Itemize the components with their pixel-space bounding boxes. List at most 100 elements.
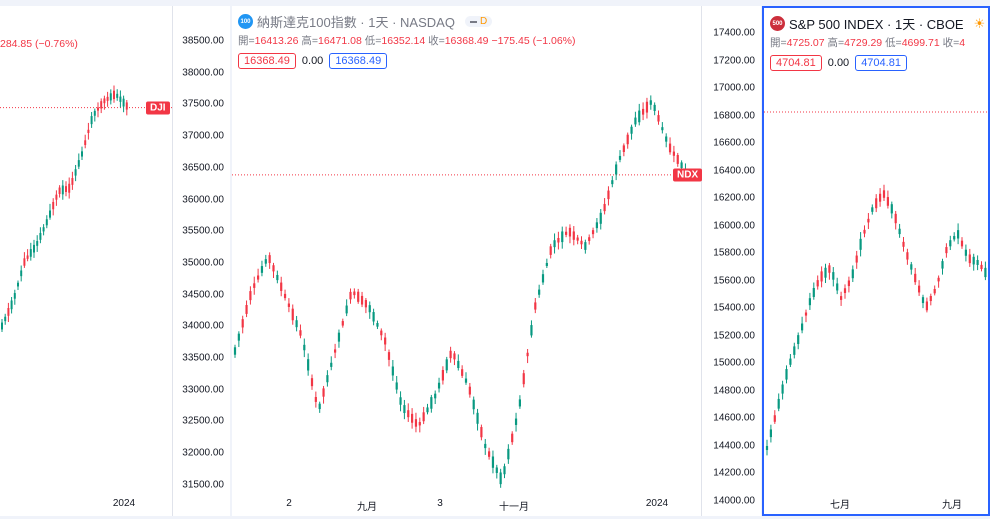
candle-body	[303, 344, 306, 351]
candle-body	[241, 319, 244, 328]
ohlc-values: 開=16413.26 高=16471.08 低=16352.14 收=16368…	[238, 35, 576, 47]
candle-body	[36, 241, 39, 246]
candle-body	[545, 262, 548, 266]
candle-body	[804, 312, 808, 316]
price-axis-border	[701, 6, 702, 516]
candle-body	[97, 107, 99, 111]
candle-body	[503, 466, 506, 475]
symbol-title[interactable]: 納斯達克100指數 · 1天 · NASDAQ	[257, 15, 455, 30]
price-tick-label: 34000.00	[182, 320, 224, 332]
candle-body	[326, 375, 329, 383]
candle-body	[49, 210, 51, 218]
candle-body	[781, 384, 784, 394]
price-axis-ndx[interactable]: 17400.00 17200.00 17000.00 16800.00 16600.00…	[701, 6, 761, 507]
candle-body	[418, 421, 421, 426]
candle-body	[933, 288, 936, 294]
time-axis-ndx[interactable]: 2 九月 3 十一月 2024	[232, 494, 701, 516]
candle-body	[299, 330, 302, 336]
price-tick-label: 17400.00	[713, 27, 755, 39]
candle-body	[257, 275, 260, 280]
candle-body	[357, 291, 360, 302]
candles-spx[interactable]	[764, 8, 990, 494]
candle-body	[765, 445, 769, 451]
price-tick-label: 33500.00	[182, 352, 224, 364]
candle-body	[55, 194, 58, 200]
candle-body	[665, 136, 668, 142]
candle-body	[572, 231, 575, 240]
candle-body	[384, 337, 387, 345]
candles-ndx[interactable]	[232, 6, 701, 494]
candles-dji[interactable]	[0, 6, 172, 494]
candle-body	[253, 283, 256, 288]
candle-body	[538, 289, 541, 295]
candle-body	[980, 264, 983, 270]
chart-pane-spx[interactable]: 500 S&P 500 INDEX · 1天 · CBOE ☀ 開=4725.0…	[762, 6, 990, 516]
candle-body	[898, 228, 901, 235]
price-tick-label: 35000.00	[182, 257, 224, 269]
time-axis-dji[interactable]: 2024	[0, 494, 172, 516]
candle-body	[785, 369, 788, 380]
price-tick-label: 17200.00	[713, 55, 755, 66]
candle-body	[45, 219, 48, 226]
price-tick-label: 36500.00	[182, 162, 224, 174]
candle-body	[925, 301, 928, 311]
buy-button[interactable]: 4704.81	[855, 55, 907, 71]
buy-button[interactable]: 16368.49	[329, 53, 388, 69]
candle-body	[84, 140, 87, 146]
candle-body	[272, 265, 275, 272]
candle-body	[395, 382, 398, 390]
price-axis-border	[172, 6, 173, 516]
candle-body	[17, 282, 19, 287]
candle-body	[801, 323, 804, 331]
candle-body	[499, 472, 502, 485]
candle-body	[249, 291, 252, 301]
candle-body	[81, 151, 83, 157]
time-axis-spx[interactable]: 七月 九月	[764, 492, 988, 514]
candle-body	[937, 277, 940, 282]
candle-body	[434, 393, 437, 399]
candle-body	[836, 283, 839, 291]
candle-body	[245, 305, 248, 314]
candle-body	[322, 388, 325, 397]
candle-body	[87, 129, 90, 134]
candle-body	[29, 249, 32, 257]
price-axis-dji[interactable]: 38500.00 38000.00 37500.00 37000.00 36500.00…	[172, 6, 230, 494]
candle-body	[949, 240, 952, 247]
chart-pane-ndx[interactable]: 100 納斯達克100指數 · 1天 · NASDAQ D 開=16413.26…	[232, 6, 761, 516]
candle-body	[565, 231, 568, 235]
sell-button[interactable]: 16368.49	[238, 53, 296, 69]
change-text: 284.85 (−0.76%)	[0, 38, 78, 50]
data-status-badge[interactable]: D	[464, 16, 493, 27]
time-tick-label: 十一月	[499, 502, 529, 513]
candle-body	[233, 347, 237, 355]
time-tick-label: 2024	[112, 498, 136, 509]
candle-body	[1, 322, 3, 330]
candle-body	[929, 295, 932, 302]
candle-body	[464, 378, 468, 383]
candle-body	[953, 236, 956, 240]
candle-body	[672, 151, 675, 156]
candle-body	[918, 285, 921, 293]
candle-body	[820, 271, 823, 282]
candle-body	[125, 102, 128, 110]
candle-body	[368, 305, 371, 313]
candle-body	[39, 232, 42, 240]
chart-pane-dji[interactable]: 284.85 (−0.76%) 38500.00 38000.00 37500.00…	[0, 6, 230, 516]
candle-body	[859, 238, 862, 250]
candle-body	[902, 241, 905, 247]
sell-button[interactable]: 4704.81	[770, 55, 822, 71]
candle-body	[472, 399, 475, 410]
sun-icon: ☀	[973, 15, 986, 31]
candle-body	[894, 213, 897, 224]
candle-body	[549, 246, 552, 255]
candle-body	[291, 308, 294, 321]
symbol-title[interactable]: S&P 500 INDEX · 1天 · CBOE	[789, 17, 964, 32]
candle-body	[914, 273, 917, 283]
candle-body	[642, 108, 645, 115]
candle-body	[100, 101, 103, 109]
candle-body	[353, 291, 356, 296]
candle-body	[824, 267, 827, 278]
candle-body	[769, 429, 772, 438]
candle-body	[957, 230, 960, 239]
candle-body	[7, 307, 10, 316]
